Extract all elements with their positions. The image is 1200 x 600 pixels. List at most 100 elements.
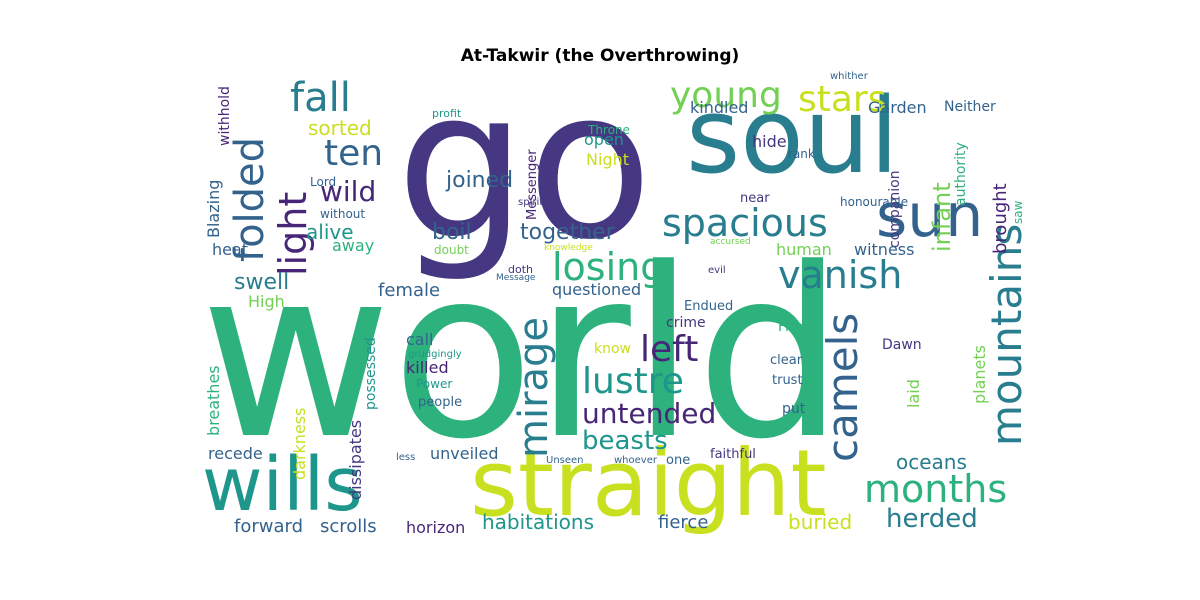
word-companion: companion bbox=[887, 170, 903, 248]
word-call: call bbox=[406, 330, 434, 349]
word-fall: fall bbox=[290, 75, 351, 121]
word-power: Power bbox=[416, 377, 453, 391]
word-cloud: world go soul straight wills sun mountai… bbox=[200, 70, 1030, 540]
word-accursed: accursed bbox=[710, 237, 751, 247]
word-doubt: doubt bbox=[434, 243, 469, 257]
word-forward: forward bbox=[234, 516, 304, 537]
word-oceans: oceans bbox=[896, 450, 967, 474]
word-months: months bbox=[864, 467, 1008, 511]
word-lord: Lord bbox=[310, 175, 337, 189]
word-scrolls: scrolls bbox=[320, 516, 377, 537]
word-messenger: Messenger bbox=[525, 149, 540, 220]
word-darkness: darkness bbox=[290, 407, 309, 480]
word-camels: camels bbox=[818, 312, 867, 462]
word-vanish: vanish bbox=[778, 253, 903, 297]
word-human: human bbox=[776, 240, 832, 259]
word-recede: recede bbox=[208, 444, 263, 463]
word-dissipates: dissipates bbox=[346, 419, 365, 500]
word-alive: alive bbox=[306, 220, 354, 244]
word-authority: authority bbox=[953, 142, 969, 206]
word-planets: planets bbox=[970, 345, 989, 404]
word-possessed: possessed bbox=[363, 337, 379, 410]
word-together: together bbox=[520, 220, 615, 245]
word-go: go bbox=[396, 70, 653, 285]
word-fire: Fire bbox=[778, 319, 803, 335]
word-message: Message bbox=[496, 273, 536, 283]
word-withhold: withhold bbox=[217, 86, 233, 146]
word-hide: hide bbox=[752, 132, 787, 151]
word-young: young bbox=[670, 75, 782, 116]
word-breathes: breathes bbox=[204, 365, 223, 436]
word-throne: Throne bbox=[588, 123, 630, 137]
word-herded: herded bbox=[886, 504, 978, 534]
word-away: away bbox=[332, 236, 375, 255]
word-buried: buried bbox=[788, 510, 853, 534]
word-lustre: lustre bbox=[582, 361, 684, 402]
chart-title: At-Takwir (the Overthrowing) bbox=[460, 46, 740, 66]
word-female: female bbox=[378, 280, 441, 301]
word-less: less bbox=[396, 452, 416, 463]
word-profit: profit bbox=[432, 107, 462, 120]
word-saw: saw bbox=[1011, 200, 1025, 224]
word-grudgingly: grudgingly bbox=[408, 349, 462, 360]
word-whither: whither bbox=[830, 71, 868, 82]
word-ten: ten bbox=[324, 133, 384, 174]
word-without: without bbox=[320, 207, 366, 221]
word-wild: wild bbox=[320, 175, 377, 208]
word-habitations: habitations bbox=[482, 510, 595, 534]
word-sun: sun bbox=[876, 181, 984, 251]
word-infant: infant bbox=[928, 182, 956, 252]
word-sorted: sorted bbox=[308, 116, 372, 140]
word-questioned: questioned bbox=[552, 280, 642, 299]
word-know: know bbox=[594, 341, 631, 357]
word-evil: evil bbox=[708, 265, 726, 276]
word-doth: doth bbox=[508, 263, 533, 276]
word-joined: joined bbox=[446, 168, 514, 193]
word-night: Night bbox=[586, 150, 629, 169]
word-untended: untended bbox=[582, 397, 717, 430]
word-world: world bbox=[200, 219, 845, 491]
word-open: open bbox=[584, 130, 624, 149]
word-spacious: spacious bbox=[662, 201, 828, 245]
word-straight: straight bbox=[470, 430, 827, 537]
word-spirit: spirit bbox=[518, 197, 544, 208]
word-stars: stars bbox=[798, 79, 887, 120]
word-unseen: Unseen bbox=[546, 455, 584, 466]
word-soul: soul bbox=[686, 75, 899, 197]
word-witness: witness bbox=[854, 240, 915, 259]
word-dawn: Dawn bbox=[882, 337, 922, 353]
word-heat: heat bbox=[212, 240, 249, 259]
word-wills: wills bbox=[202, 442, 363, 528]
word-unveiled: unveiled bbox=[430, 444, 499, 463]
word-beasts: beasts bbox=[582, 426, 668, 456]
word-kindled: kindled bbox=[690, 98, 749, 117]
word-crime: crime bbox=[666, 315, 706, 331]
word-fierce: fierce bbox=[658, 512, 709, 533]
word-left: left bbox=[640, 329, 699, 370]
word-near: near bbox=[740, 191, 770, 206]
word-brought: brought bbox=[990, 183, 1011, 254]
word-rank: rank bbox=[788, 147, 815, 161]
word-whoever: whoever bbox=[614, 455, 657, 466]
word-laid: laid bbox=[904, 379, 923, 408]
word-one: one bbox=[666, 453, 691, 468]
word-faithful: faithful bbox=[710, 447, 756, 462]
word-trust: trust bbox=[772, 373, 803, 388]
word-mountains: mountains bbox=[982, 223, 1030, 446]
word-swell: swell bbox=[234, 270, 290, 295]
word-clear: clear bbox=[770, 353, 803, 368]
word-put: put bbox=[782, 401, 806, 417]
word-endued: Endued bbox=[684, 299, 734, 314]
word-people: people bbox=[418, 395, 463, 410]
word-neither: Neither bbox=[944, 99, 996, 115]
word-losing: losing bbox=[552, 245, 665, 289]
word-knowledge: knowledge bbox=[544, 243, 593, 253]
word-boil: boil bbox=[432, 220, 472, 245]
word-horizon: horizon bbox=[406, 518, 466, 537]
word-honourable: honourable bbox=[840, 195, 909, 209]
word-mirage: mirage bbox=[511, 316, 557, 458]
word-blazing: Blazing bbox=[204, 179, 223, 238]
word-garden: Garden bbox=[868, 98, 927, 117]
word-killed: killed bbox=[406, 358, 449, 377]
word-high: High bbox=[248, 292, 285, 311]
